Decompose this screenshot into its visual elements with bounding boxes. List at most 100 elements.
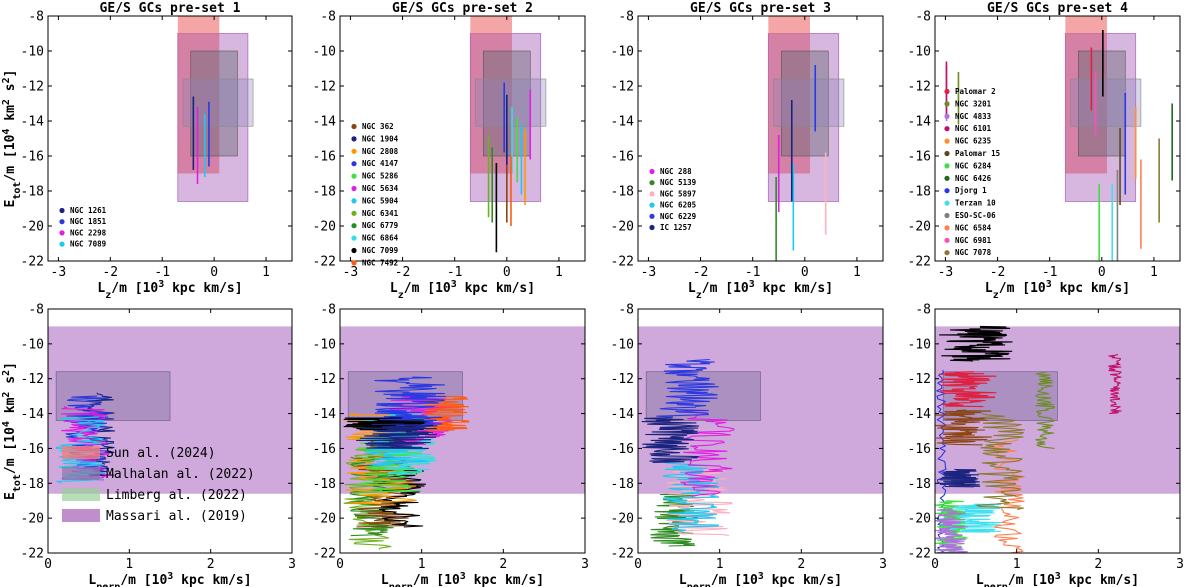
y-tick-label: -22	[313, 255, 336, 270]
y-tick-label: -18	[611, 477, 634, 492]
x-tick-label: 2	[1094, 557, 1102, 572]
x-axis-label-part: L	[381, 573, 389, 587]
legend-marker	[59, 230, 65, 236]
y-tick-label: -10	[908, 337, 931, 352]
x-tick-label: -1	[1042, 265, 1058, 280]
axes-frame	[637, 15, 884, 262]
y-tick-label: -20	[908, 512, 931, 527]
y-tick-label: -16	[908, 442, 931, 457]
y-tick-label: -22	[908, 255, 931, 270]
legend-marker	[944, 101, 950, 107]
y-tick-label: -10	[313, 337, 336, 352]
x-tick-label: -2	[395, 265, 411, 280]
orbit-trace	[992, 439, 1025, 553]
orbit-trace	[938, 325, 1013, 362]
legend-marker	[944, 250, 950, 256]
y-tick-label: -12	[21, 372, 44, 387]
axes-frame	[637, 308, 884, 554]
legend-marker	[944, 88, 950, 95]
legend-marker	[351, 260, 357, 266]
legend-marker	[944, 188, 950, 194]
y-tick-label: -16	[611, 150, 634, 165]
x-tick-label: 0	[634, 557, 642, 572]
region-malhalan	[190, 50, 238, 157]
x-axis-label-part: L	[679, 573, 687, 587]
plot-area	[767, 16, 845, 261]
y-tick-label: -22	[21, 255, 44, 270]
legend-marker	[649, 213, 655, 219]
panel-title: GE/S GCs pre-set 1	[100, 1, 241, 16]
legend-marker	[944, 225, 950, 231]
region-malhalan	[781, 50, 829, 157]
plot-area	[469, 16, 547, 253]
legend-marker	[59, 241, 65, 247]
axes-frame	[47, 308, 293, 554]
legend-marker	[944, 163, 950, 169]
region-limberg	[1070, 78, 1142, 127]
region-sun-upper	[177, 16, 220, 34]
legend-label: NGC 6205	[660, 201, 696, 210]
legend-marker	[351, 173, 357, 179]
x-axis-label-part: /m [10	[111, 281, 158, 296]
plot-area	[935, 325, 1180, 553]
x-axis-label: Lperp/m [103 kpc km/s]	[88, 571, 251, 587]
x-axis-label: Lz/m [103 kpc km/s]	[688, 279, 833, 301]
x-axis-label-part: z	[993, 290, 999, 301]
panel-title: GE/S GCs pre-set 3	[690, 1, 831, 16]
orbit-trace	[1035, 371, 1056, 449]
legend-label: NGC 6426	[955, 174, 992, 183]
y-tick-label: -14	[908, 115, 932, 130]
legend-label: Massari al. (2019)	[106, 509, 247, 524]
x-tick-label: 1	[555, 265, 563, 280]
y-tick-label: -20	[908, 220, 931, 235]
x-axis-label-part: L	[390, 281, 398, 296]
legend: Sun al. (2024) Malhalan al. (2022) Limberg…	[62, 446, 255, 524]
legend: NGC 288 NGC 5139 NGC 5897 NGC 6205 NGC 6229 I…	[649, 167, 697, 232]
legend-label: NGC 6584	[955, 223, 992, 232]
panel-title: GE/S GCs pre-set 2	[392, 1, 533, 16]
legend-label: NGC 6229	[660, 212, 697, 221]
y-tick-label: -22	[611, 255, 634, 270]
orbit-trace	[935, 409, 992, 446]
orbit-trace	[641, 416, 700, 463]
x-tick-label: -2	[693, 265, 709, 280]
orbit-trace	[374, 376, 447, 429]
legend-marker	[944, 150, 950, 157]
region-sun-upper	[1065, 16, 1108, 34]
x-axis-label-part: /m [10	[1008, 573, 1055, 587]
x-axis-label-part: kpc km/s]	[466, 573, 544, 587]
x-axis-label-part: /m [10	[702, 281, 749, 296]
y-tick-label: -8	[618, 303, 634, 318]
x-axis-label-part: perp	[687, 582, 711, 587]
x-tick-label: -1	[447, 265, 463, 280]
y-axis-label-part: tot	[12, 474, 23, 492]
legend-label: Sun al. (2024)	[106, 446, 216, 461]
x-axis-label-part: /m [10	[404, 281, 451, 296]
y-tick-label: -20	[313, 512, 336, 527]
legend-label: NGC 4147	[362, 159, 398, 168]
x-axis-label-part: /m [10	[999, 281, 1046, 296]
y-tick-label: -10	[611, 337, 634, 352]
x-axis-label-part: z	[398, 290, 404, 301]
legend-label: Limberg al. (2022)	[106, 488, 247, 503]
legend-label: NGC 5286	[362, 172, 399, 181]
legend-label: NGC 6981	[955, 236, 992, 245]
region-massari	[469, 33, 542, 202]
y-tick-label: -14	[21, 407, 45, 422]
y-axis-label-part: km	[3, 105, 18, 129]
y-tick-label: -14	[611, 407, 635, 422]
legend-label: Djorg 1	[955, 186, 987, 195]
legend-label: NGC 5904	[362, 196, 399, 205]
orbit-trace	[656, 358, 719, 418]
legend-marker	[351, 198, 357, 204]
x-tick-label: 0	[1098, 265, 1106, 280]
legend-label: NGC 6235	[955, 137, 991, 146]
orbit-trace	[356, 423, 438, 449]
x-axis-label-part: kpc km/s]	[755, 281, 833, 296]
y-tick-label: -16	[611, 442, 634, 457]
y-tick-label: -10	[21, 45, 44, 60]
legend-label: NGC 6284	[955, 161, 992, 170]
x-tick-label: 1	[1150, 265, 1158, 280]
legend-label: NGC 2298	[70, 228, 107, 237]
